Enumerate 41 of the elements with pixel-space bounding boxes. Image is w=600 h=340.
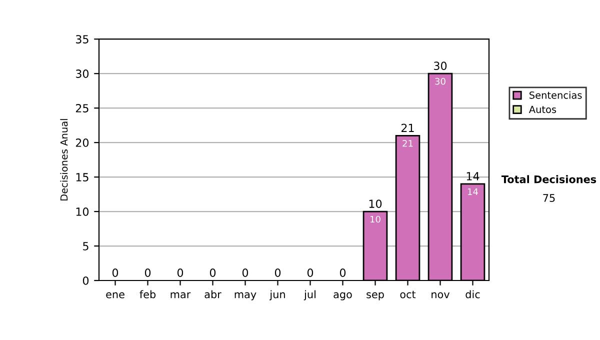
total-label: 14	[466, 172, 480, 180]
data-label: 30	[435, 78, 446, 85]
data-label: 14	[468, 188, 478, 195]
y-tick-label: 0	[82, 276, 89, 285]
y-tick-label: 10	[76, 208, 89, 216]
x-tick-label: mar	[170, 292, 191, 298]
legend-label: Sentencias	[530, 91, 582, 99]
data-label: 10	[370, 216, 380, 223]
x-tick-label: feb	[140, 290, 156, 298]
x-tick-label: jun	[270, 290, 285, 300]
total-label: 30	[434, 62, 447, 70]
y-tick-label: 30	[76, 70, 89, 78]
total-label: 21	[401, 124, 414, 132]
x-tick-label: oct	[400, 290, 416, 298]
y-axis-title: Decisiones Anual	[60, 119, 68, 200]
y-tick-label: 25	[76, 104, 88, 112]
x-tick-label: may	[234, 292, 256, 300]
x-tick-label: sep	[366, 292, 384, 300]
total-label: 0	[307, 268, 314, 277]
text: Total Decisiones	[501, 175, 596, 184]
x-tick-label: abr	[204, 290, 222, 298]
x-tick-label: ene	[106, 292, 124, 298]
total-label: 0	[242, 268, 248, 277]
y-tick-label: 35	[76, 35, 88, 44]
total-label: 0	[144, 268, 151, 277]
x-tick-label: ago	[334, 292, 352, 300]
total-label: 0	[210, 268, 216, 277]
total-label: 0	[177, 268, 184, 277]
x-tick-label: dic	[466, 290, 480, 298]
legend-label: Autos	[528, 106, 556, 114]
data-label: 21	[402, 140, 413, 147]
total-label: 0	[274, 268, 281, 277]
total-label: 10	[369, 200, 382, 208]
x-tick-label: jul	[304, 290, 316, 300]
y-tick-label: 20	[76, 138, 89, 147]
total-label: 0	[112, 268, 118, 277]
x-tick-label: nov	[432, 292, 450, 298]
y-tick-label: 15	[76, 173, 88, 182]
text: 75	[543, 194, 555, 202]
total-label: 0	[340, 268, 346, 277]
y-tick-label: 5	[83, 242, 88, 250]
